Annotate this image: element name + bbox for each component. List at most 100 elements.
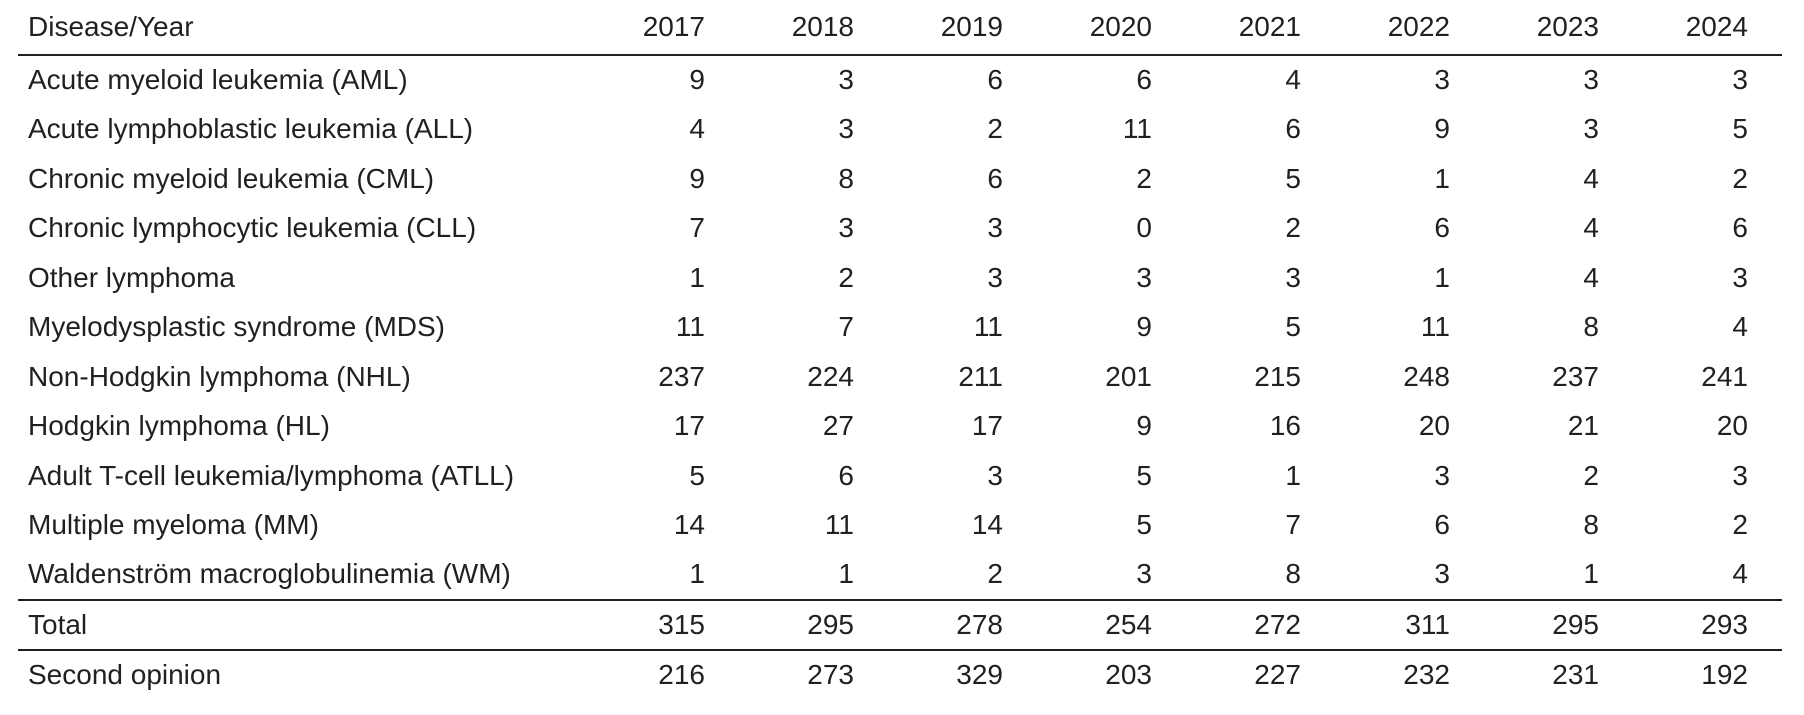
value-cell-2022: 20 — [1418, 410, 1450, 442]
value-cell-2019: 3 — [987, 212, 1003, 244]
value-cell-2023: 4 — [1583, 261, 1599, 293]
value-cell-2017: 11 — [675, 311, 705, 343]
row-label: Waldenström macroglobulinemia (WM) — [18, 550, 590, 601]
value-cell-2022: 311 — [1335, 599, 1484, 651]
value-cell-2018: 7 — [838, 311, 854, 343]
value-cell-2022: 6 — [1434, 509, 1450, 541]
value-cell-2021: 7 — [1285, 509, 1301, 541]
value-cell-2024: 3 — [1732, 64, 1748, 96]
row-label: Acute lymphoblastic leukemia (ALL) — [28, 113, 474, 145]
table-row-multiple-myeloma-mm: Multiple myeloma (MM) 14 11 14 5 7 6 8 2 — [18, 501, 1782, 551]
value-cell-2022: 1 — [1434, 162, 1450, 194]
value-cell-2019: 6 — [987, 64, 1003, 96]
value-cell-2020: 203 — [1105, 659, 1152, 690]
row-label: Other lymphoma — [28, 261, 235, 293]
value-cell-2021: 3 — [1285, 261, 1301, 293]
value-cell-2021: 227 — [1254, 659, 1301, 690]
value-cell-2017: 9 — [689, 162, 705, 194]
value-cell-2021: 2 — [1285, 212, 1301, 244]
column-header-2018: 2018 — [739, 0, 888, 56]
value-cell-2024: 192 — [1701, 659, 1748, 690]
value-cell-2020: 3 — [1037, 550, 1186, 601]
value-cell-2022: 6 — [1434, 212, 1450, 244]
value-cell-2024: 4 — [1732, 311, 1748, 343]
row-label: Hodgkin lymphoma (HL) — [28, 410, 330, 442]
value-cell-2022: 232 — [1403, 659, 1450, 690]
table-row-total: Total 315 295 278 254 272 311 295 293 — [18, 599, 1782, 651]
value-cell-2018: 273 — [807, 659, 854, 690]
value-cell-2019: 2 — [987, 113, 1003, 145]
column-header-2024: 2024 — [1633, 0, 1782, 56]
value-cell-2019: 329 — [956, 659, 1003, 690]
value-cell-2023: 295 — [1484, 599, 1633, 651]
value-cell-2021: 5 — [1285, 311, 1301, 343]
value-cell-2023: 4 — [1583, 162, 1599, 194]
value-cell-2022: 11 — [1420, 311, 1450, 343]
value-cell-2021: 215 — [1254, 360, 1301, 392]
value-cell-2020: 201 — [1105, 360, 1152, 392]
value-cell-2020: 2 — [1136, 162, 1152, 194]
value-cell-2017: 14 — [673, 509, 705, 541]
table-row-acute-myeloid-leukemia-aml: Acute myeloid leukemia (AML) 9 3 6 6 4 3 3 3 — [18, 55, 1782, 105]
row-label: Second opinion — [28, 659, 222, 690]
value-cell-2022: 248 — [1403, 360, 1450, 392]
value-cell-2024: 2 — [1732, 509, 1748, 541]
value-cell-2020: 0 — [1136, 212, 1152, 244]
value-cell-2019: 3 — [987, 459, 1003, 491]
value-cell-2019: 2 — [888, 550, 1037, 601]
value-cell-2020: 6 — [1136, 64, 1152, 96]
value-cell-2018: 8 — [838, 162, 854, 194]
value-cell-2024: 241 — [1701, 360, 1748, 392]
value-cell-2019: 278 — [888, 599, 1037, 651]
table-row-acute-lymphoblastic-leukemia-all: Acute lymphoblastic leukemia (ALL) 4 3 2 11 6… — [18, 105, 1782, 155]
row-label: Adult T-cell leukemia/lymphoma (ATLL) — [28, 459, 515, 491]
value-cell-2017: 17 — [673, 410, 705, 442]
table-row-adult-t-cell-leukemia-lymphoma-atll: Adult T-cell leukemia/lymphoma (ATLL) 5 6 3… — [18, 451, 1782, 501]
column-header-2019: 2019 — [888, 0, 1037, 56]
value-cell-2024: 4 — [1633, 550, 1782, 601]
value-cell-2018: 2 — [838, 261, 854, 293]
value-cell-2017: 1 — [590, 550, 739, 601]
value-cell-2021: 1 — [1285, 459, 1301, 491]
value-cell-2023: 4 — [1583, 212, 1599, 244]
value-cell-2017: 315 — [590, 599, 739, 651]
table-row-chronic-myeloid-leukemia-cml: Chronic myeloid leukemia (CML) 9 8 6 2 5 1 4 2 — [18, 154, 1782, 204]
table-row-chronic-lymphocytic-leukemia-cll: Chronic lymphocytic leukemia (CLL) 7 3 3 0 2 6… — [18, 204, 1782, 254]
value-cell-2024: 5 — [1732, 113, 1748, 145]
value-cell-2020: 9 — [1136, 311, 1152, 343]
value-cell-2021: 8 — [1186, 550, 1335, 601]
column-header-2021: 2021 — [1186, 0, 1335, 56]
value-cell-2019: 17 — [971, 410, 1003, 442]
value-cell-2020: 11 — [1122, 113, 1152, 145]
value-cell-2024: 3 — [1732, 459, 1748, 491]
value-cell-2023: 3 — [1583, 113, 1599, 145]
value-cell-2022: 1 — [1434, 261, 1450, 293]
value-cell-2017: 237 — [658, 360, 705, 392]
value-cell-2021: 272 — [1186, 599, 1335, 651]
value-cell-2017: 1 — [689, 261, 705, 293]
value-cell-2023: 8 — [1583, 509, 1599, 541]
value-cell-2020: 3 — [1136, 261, 1152, 293]
value-cell-2018: 3 — [838, 113, 854, 145]
value-cell-2020: 5 — [1136, 509, 1152, 541]
value-cell-2023: 3 — [1583, 64, 1599, 96]
value-cell-2018: 1 — [739, 550, 888, 601]
value-cell-2018: 6 — [838, 459, 854, 491]
row-label: Non-Hodgkin lymphoma (NHL) — [28, 360, 411, 392]
value-cell-2018: 3 — [838, 64, 854, 96]
column-header-disease-year: Disease/Year — [18, 0, 590, 56]
value-cell-2024: 6 — [1732, 212, 1748, 244]
value-cell-2020: 254 — [1037, 599, 1186, 651]
table-row-waldenstr-m-macroglobulinemia-wm: Waldenström macroglobulinemia (WM) 1 1 2 3 8 3… — [18, 550, 1782, 601]
table-row-hodgkin-lymphoma-hl: Hodgkin lymphoma (HL) 17 27 17 9 16 20 21 20 — [18, 402, 1782, 452]
column-header-2017: 2017 — [590, 0, 739, 56]
value-cell-2019: 3 — [987, 261, 1003, 293]
value-cell-2020: 5 — [1136, 459, 1152, 491]
column-header-2023: 2023 — [1484, 0, 1633, 56]
value-cell-2017: 9 — [689, 64, 705, 96]
value-cell-2017: 216 — [658, 659, 705, 690]
value-cell-2017: 4 — [689, 113, 705, 145]
value-cell-2018: 224 — [807, 360, 854, 392]
value-cell-2023: 21 — [1567, 410, 1599, 442]
